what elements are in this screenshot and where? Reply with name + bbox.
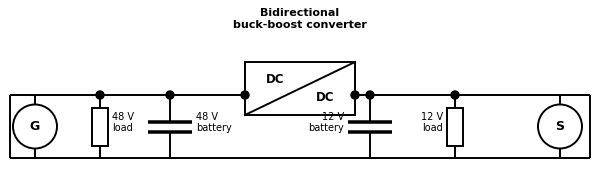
Text: 48 V
load: 48 V load	[112, 112, 134, 133]
Text: G: G	[30, 120, 40, 133]
Circle shape	[166, 91, 174, 99]
Circle shape	[451, 91, 459, 99]
Text: 48 V
battery: 48 V battery	[196, 112, 232, 133]
Circle shape	[366, 91, 374, 99]
Text: 12 V
battery: 12 V battery	[308, 112, 344, 133]
Bar	[245, 62, 355, 115]
Circle shape	[96, 91, 104, 99]
Text: Bidirectional
buck-boost converter: Bidirectional buck-boost converter	[233, 8, 367, 30]
Circle shape	[241, 91, 249, 99]
Text: DC: DC	[316, 91, 335, 104]
Circle shape	[351, 91, 359, 99]
Text: DC: DC	[265, 73, 284, 86]
Text: S: S	[556, 120, 565, 133]
Text: 12 V
load: 12 V load	[421, 112, 443, 133]
Bar	[447, 108, 463, 146]
Bar	[92, 108, 108, 146]
